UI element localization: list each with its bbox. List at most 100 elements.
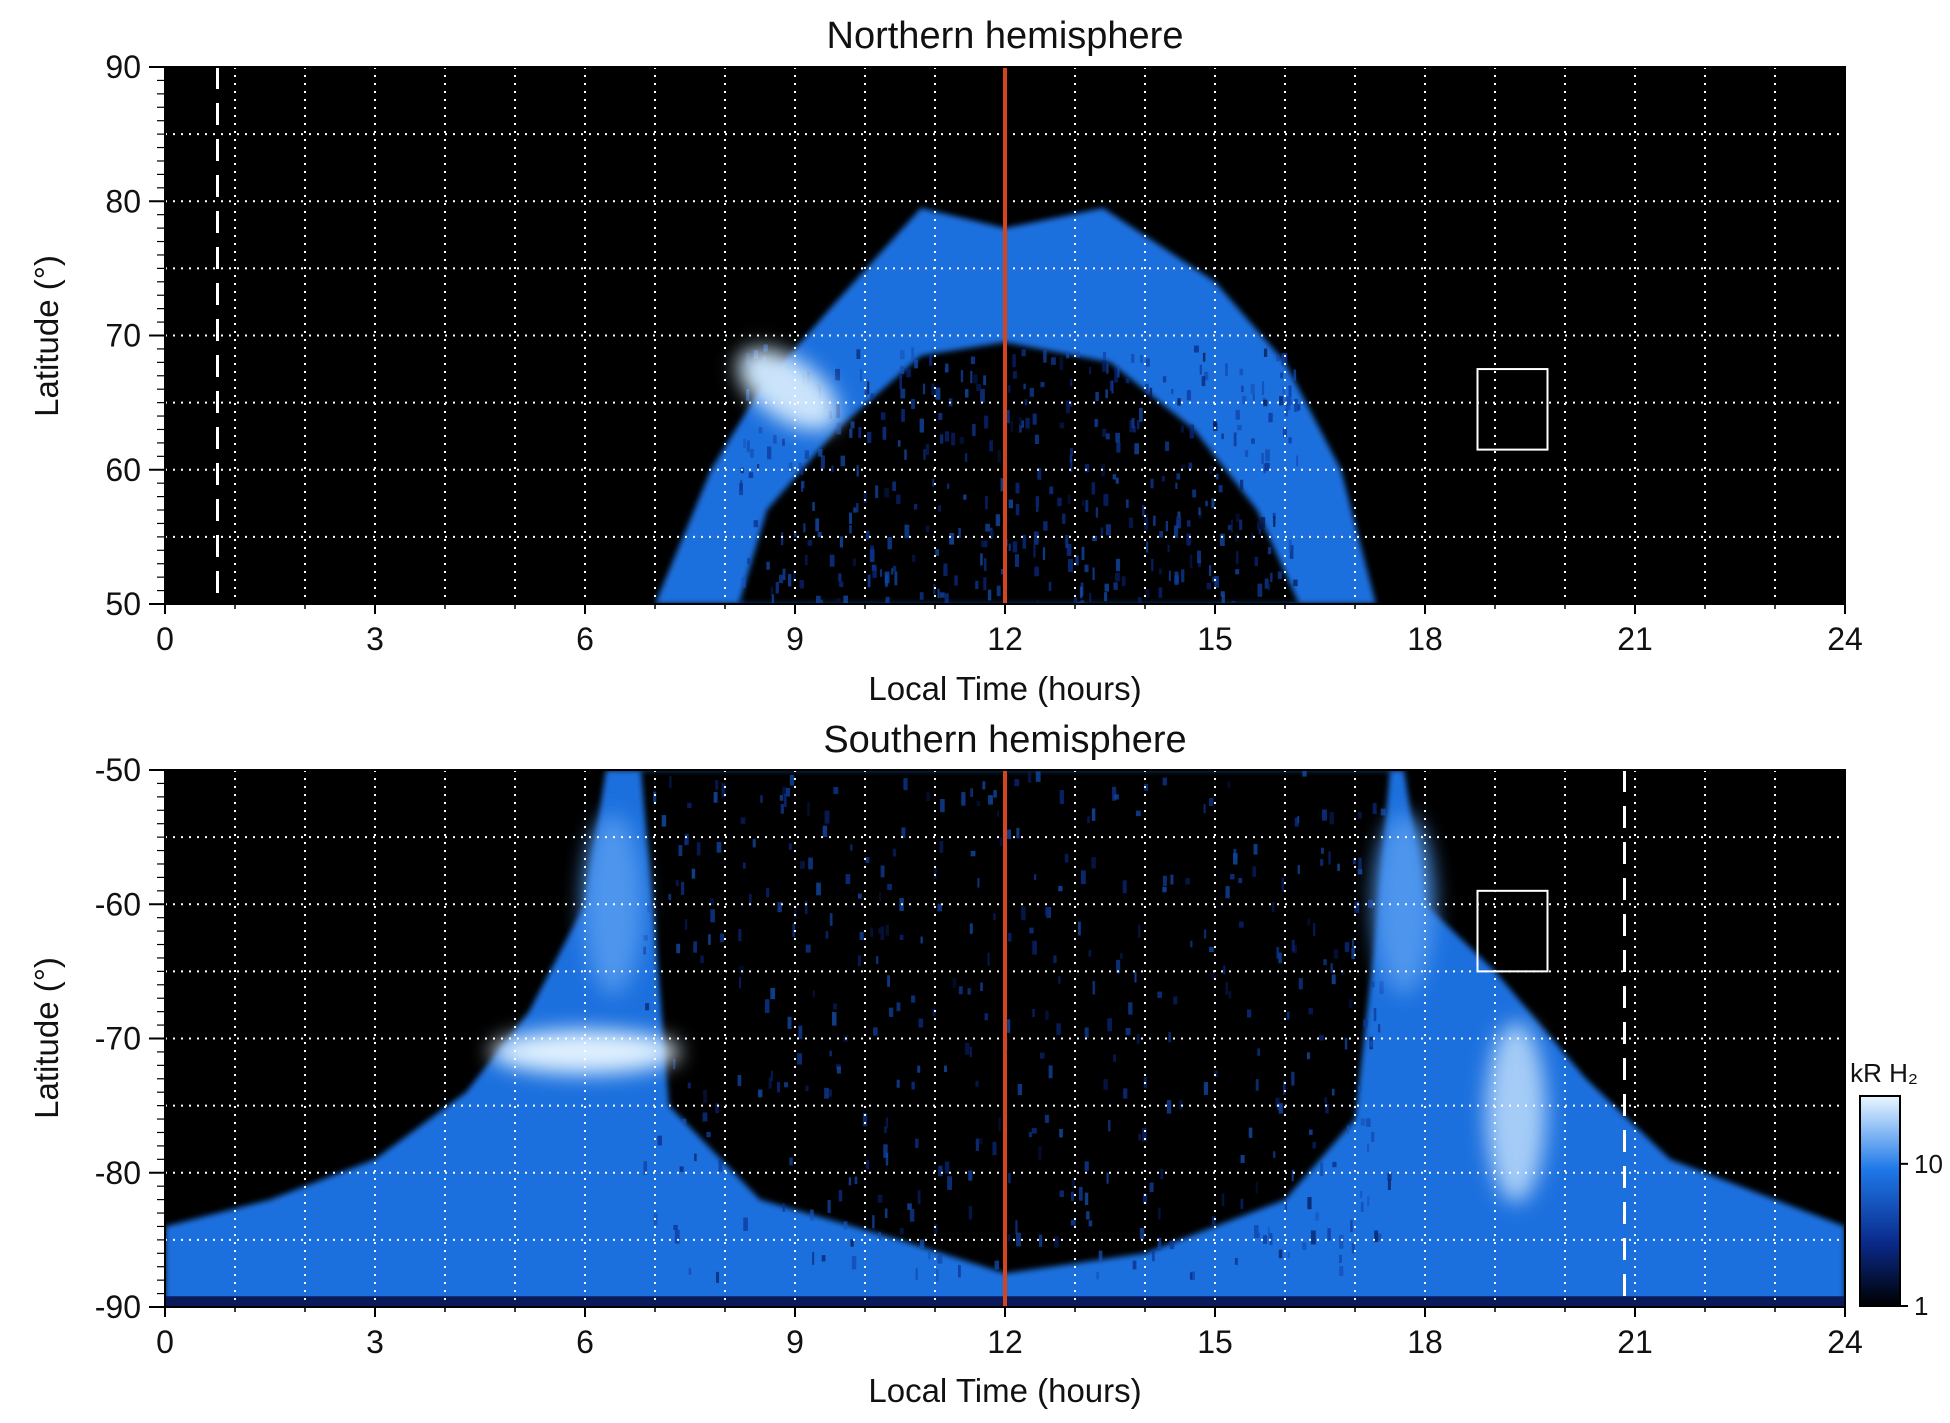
emission-speck [691, 868, 696, 879]
emission-speck [1284, 408, 1288, 417]
emission-speck [1115, 477, 1119, 484]
emission-speck [987, 952, 990, 966]
emission-speck [1367, 1143, 1370, 1153]
emission-speck [782, 568, 786, 581]
emission-speck [1162, 376, 1167, 383]
emission-speck [1035, 496, 1040, 507]
emission-speck [977, 878, 980, 888]
emission-speck [1253, 843, 1258, 855]
x-tick-label: 24 [1827, 1324, 1863, 1360]
emission-speck [1197, 550, 1202, 564]
emission-speck [1177, 511, 1181, 518]
emission-speck [885, 924, 889, 936]
southern-y-axis-label: Latitude (°) [28, 957, 65, 1119]
emission-speck [1037, 467, 1042, 480]
emission-speck [1323, 959, 1327, 966]
emission-speck [1260, 517, 1266, 528]
emission-speck [1320, 847, 1324, 854]
emission-speck [1070, 378, 1073, 387]
emission-speck [1358, 857, 1362, 870]
emission-speck [1015, 503, 1020, 516]
emission-speck [849, 428, 853, 438]
emission-speck [1138, 597, 1142, 604]
emission-speck [1018, 416, 1022, 427]
emission-speck [1267, 1227, 1270, 1240]
emission-speck [1070, 1219, 1076, 1226]
emission-speck [999, 837, 1004, 846]
emission-speck [1149, 387, 1153, 400]
emission-speck [1221, 595, 1225, 604]
emission-speck [1211, 1216, 1216, 1226]
emission-speck [862, 1113, 868, 1127]
emission-speck [984, 415, 989, 429]
emission-speck [779, 574, 784, 584]
emission-speck [1133, 426, 1136, 433]
emission-speck [872, 1215, 875, 1229]
emission-speck [940, 798, 945, 813]
emission-speck [1023, 383, 1026, 390]
northern-axes: 0 3 6 9 12 15 18 21 24 50 60 70 80 90 [105, 49, 1862, 657]
emission-speck [906, 368, 912, 378]
emission-speck [1149, 1182, 1154, 1193]
emission-speck [1237, 425, 1242, 431]
emission-speck [1070, 1191, 1074, 1201]
emission-speck [1279, 396, 1284, 406]
emission-speck [708, 934, 711, 945]
emission-speck [892, 481, 896, 492]
emission-speck [764, 999, 770, 1013]
emission-speck [1255, 1079, 1259, 1091]
emission-speck [678, 845, 683, 856]
emission-speck [800, 466, 804, 476]
emission-speck [1320, 859, 1324, 866]
emission-speck [1134, 443, 1139, 455]
emission-speck [901, 408, 905, 422]
emission-speck [771, 594, 775, 604]
emission-speck [805, 1085, 809, 1092]
emission-speck [1230, 519, 1233, 533]
emission-speck [1351, 1242, 1355, 1254]
emission-speck [937, 1254, 943, 1264]
emission-speck [858, 426, 862, 439]
emission-speck [1331, 1088, 1335, 1096]
emission-speck [1138, 1133, 1142, 1141]
emission-speck [843, 1221, 848, 1230]
emission-speck [753, 520, 759, 528]
emission-speck [1208, 798, 1214, 806]
emission-speck [1067, 494, 1071, 505]
emission-speck [850, 844, 853, 851]
emission-speck [973, 374, 978, 384]
emission-speck [1075, 555, 1079, 566]
emission-speck [931, 383, 935, 396]
emission-speck [776, 1082, 781, 1093]
emission-speck [1206, 582, 1212, 590]
emission-speck [1049, 486, 1054, 495]
emission-speck [959, 436, 964, 444]
x-tick-label: 9 [786, 1324, 804, 1360]
emission-speck [1131, 418, 1135, 429]
emission-speck [1351, 938, 1354, 948]
emission-speck [870, 545, 875, 559]
emission-speck [1235, 409, 1240, 420]
emission-speck [1269, 1233, 1273, 1245]
emission-speck [1293, 369, 1297, 381]
emission-speck [1096, 1271, 1100, 1280]
emission-speck [1281, 353, 1284, 366]
emission-speck [1038, 1146, 1042, 1160]
emission-speck [863, 491, 867, 504]
x-tick-label: 9 [786, 621, 804, 657]
emission-speck [1114, 368, 1118, 383]
emission-speck [797, 1053, 803, 1065]
emission-speck [674, 1229, 680, 1244]
emission-speck [1084, 1161, 1089, 1171]
emission-speck [954, 575, 958, 586]
emission-speck [963, 494, 967, 500]
emission-speck [878, 1232, 882, 1241]
emission-speck [1278, 1103, 1283, 1114]
emission-speck [1288, 437, 1292, 444]
emission-speck [1168, 1032, 1171, 1043]
emission-speck [849, 525, 852, 534]
emission-speck [1098, 1250, 1103, 1261]
emission-speck [1091, 808, 1096, 821]
emission-speck [998, 1117, 1001, 1132]
emission-speck [848, 512, 853, 524]
